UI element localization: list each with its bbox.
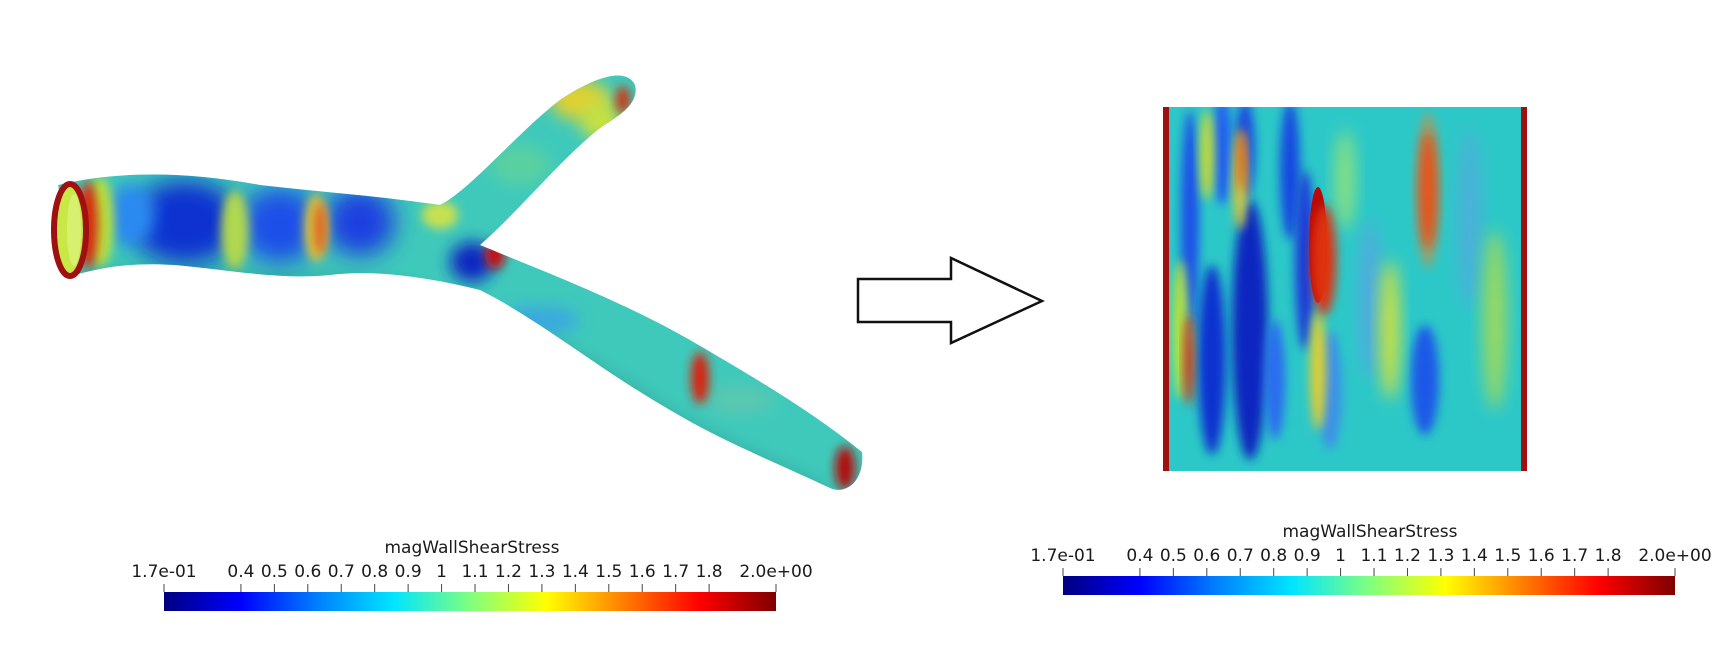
colorbar-tick-label: 0.6 [1193,546,1220,566]
colorbar-tick-label: 0.7 [328,562,355,582]
colorbar-tick-label: 1.5 [1494,546,1521,566]
colorbar-tick-label: 1.2 [495,562,522,582]
colorbar-tick-label: 1.1 [461,562,488,582]
colorbar-tick-label: 0.4 [1126,546,1153,566]
colorbar-tick-label: 0.7 [1227,546,1254,566]
colorbar-tick-label: 1 [436,562,447,582]
colorbar-tick-label: 2.0e+00 [1638,546,1711,566]
colorbar-tick-label: 1.3 [1427,546,1454,566]
colorbar-tick-label: 0.4 [227,562,254,582]
colorbar-tick-label: 0.9 [1294,546,1321,566]
colorbar-tick-label: 1.3 [528,562,555,582]
left-colorbar-title: magWallShearStress [384,538,559,558]
colorbar-tick-label: 0.5 [261,562,288,582]
colorbar-tick-label: 1.8 [1595,546,1622,566]
left-colorbar-ticks: 1.7e-01 0.4 0.5 0.6 0.7 0.8 0.9 1 1.1 1.2 1.3 1.4 1.… [131,562,813,592]
colorbar-tick-label: 1.7 [1561,546,1588,566]
right-colorbar-gradient [1063,576,1675,595]
right-colorbar-title: magWallShearStress [1282,522,1457,542]
colorbar-tick-label: 0.8 [361,562,388,582]
colorbar-tick-label: 0.5 [1160,546,1187,566]
colorbar-tick-label: 1.8 [696,562,723,582]
right-arrow-icon [856,256,1045,345]
flattened-wall-map [1163,107,1527,471]
colorbar-tick-label: 1.1 [1360,546,1387,566]
colorbar-tick-label: 1.4 [1461,546,1488,566]
left-colorbar-gradient [164,592,776,611]
right-colorbar: magWallShearStress 1.7e-01 0.4 0.5 0.6 0.7 0.… [1030,522,1712,595]
colorbar-tick-label: 0.6 [294,562,321,582]
colorbar-tick-label: 1 [1335,546,1346,566]
colorbar-tick-label: 1.7e-01 [1030,546,1095,566]
colorbar-tick-label: 1.7 [662,562,689,582]
vessel-surface [51,75,863,490]
colorbar-tick-label: 1.5 [595,562,622,582]
colorbar-tick-label: 2.0e+00 [739,562,812,582]
colorbar-tick-label: 0.8 [1260,546,1287,566]
colorbar-tick-label: 1.2 [1394,546,1421,566]
left-colorbar: magWallShearStress 1.7e-01 0.4 0.5 0.6 0.7 0.… [131,538,813,611]
colorbar-tick-label: 1.6 [629,562,656,582]
colorbar-tick-label: 1.6 [1528,546,1555,566]
colorbar-tick-label: 1.7e-01 [131,562,196,582]
colorbar-tick-label: 0.9 [395,562,422,582]
colorbar-tick-label: 1.4 [562,562,589,582]
right-colorbar-ticks: 1.7e-01 0.4 0.5 0.6 0.7 0.8 0.9 1 1.1 1.2 1.3 1.4 1.… [1030,546,1712,576]
